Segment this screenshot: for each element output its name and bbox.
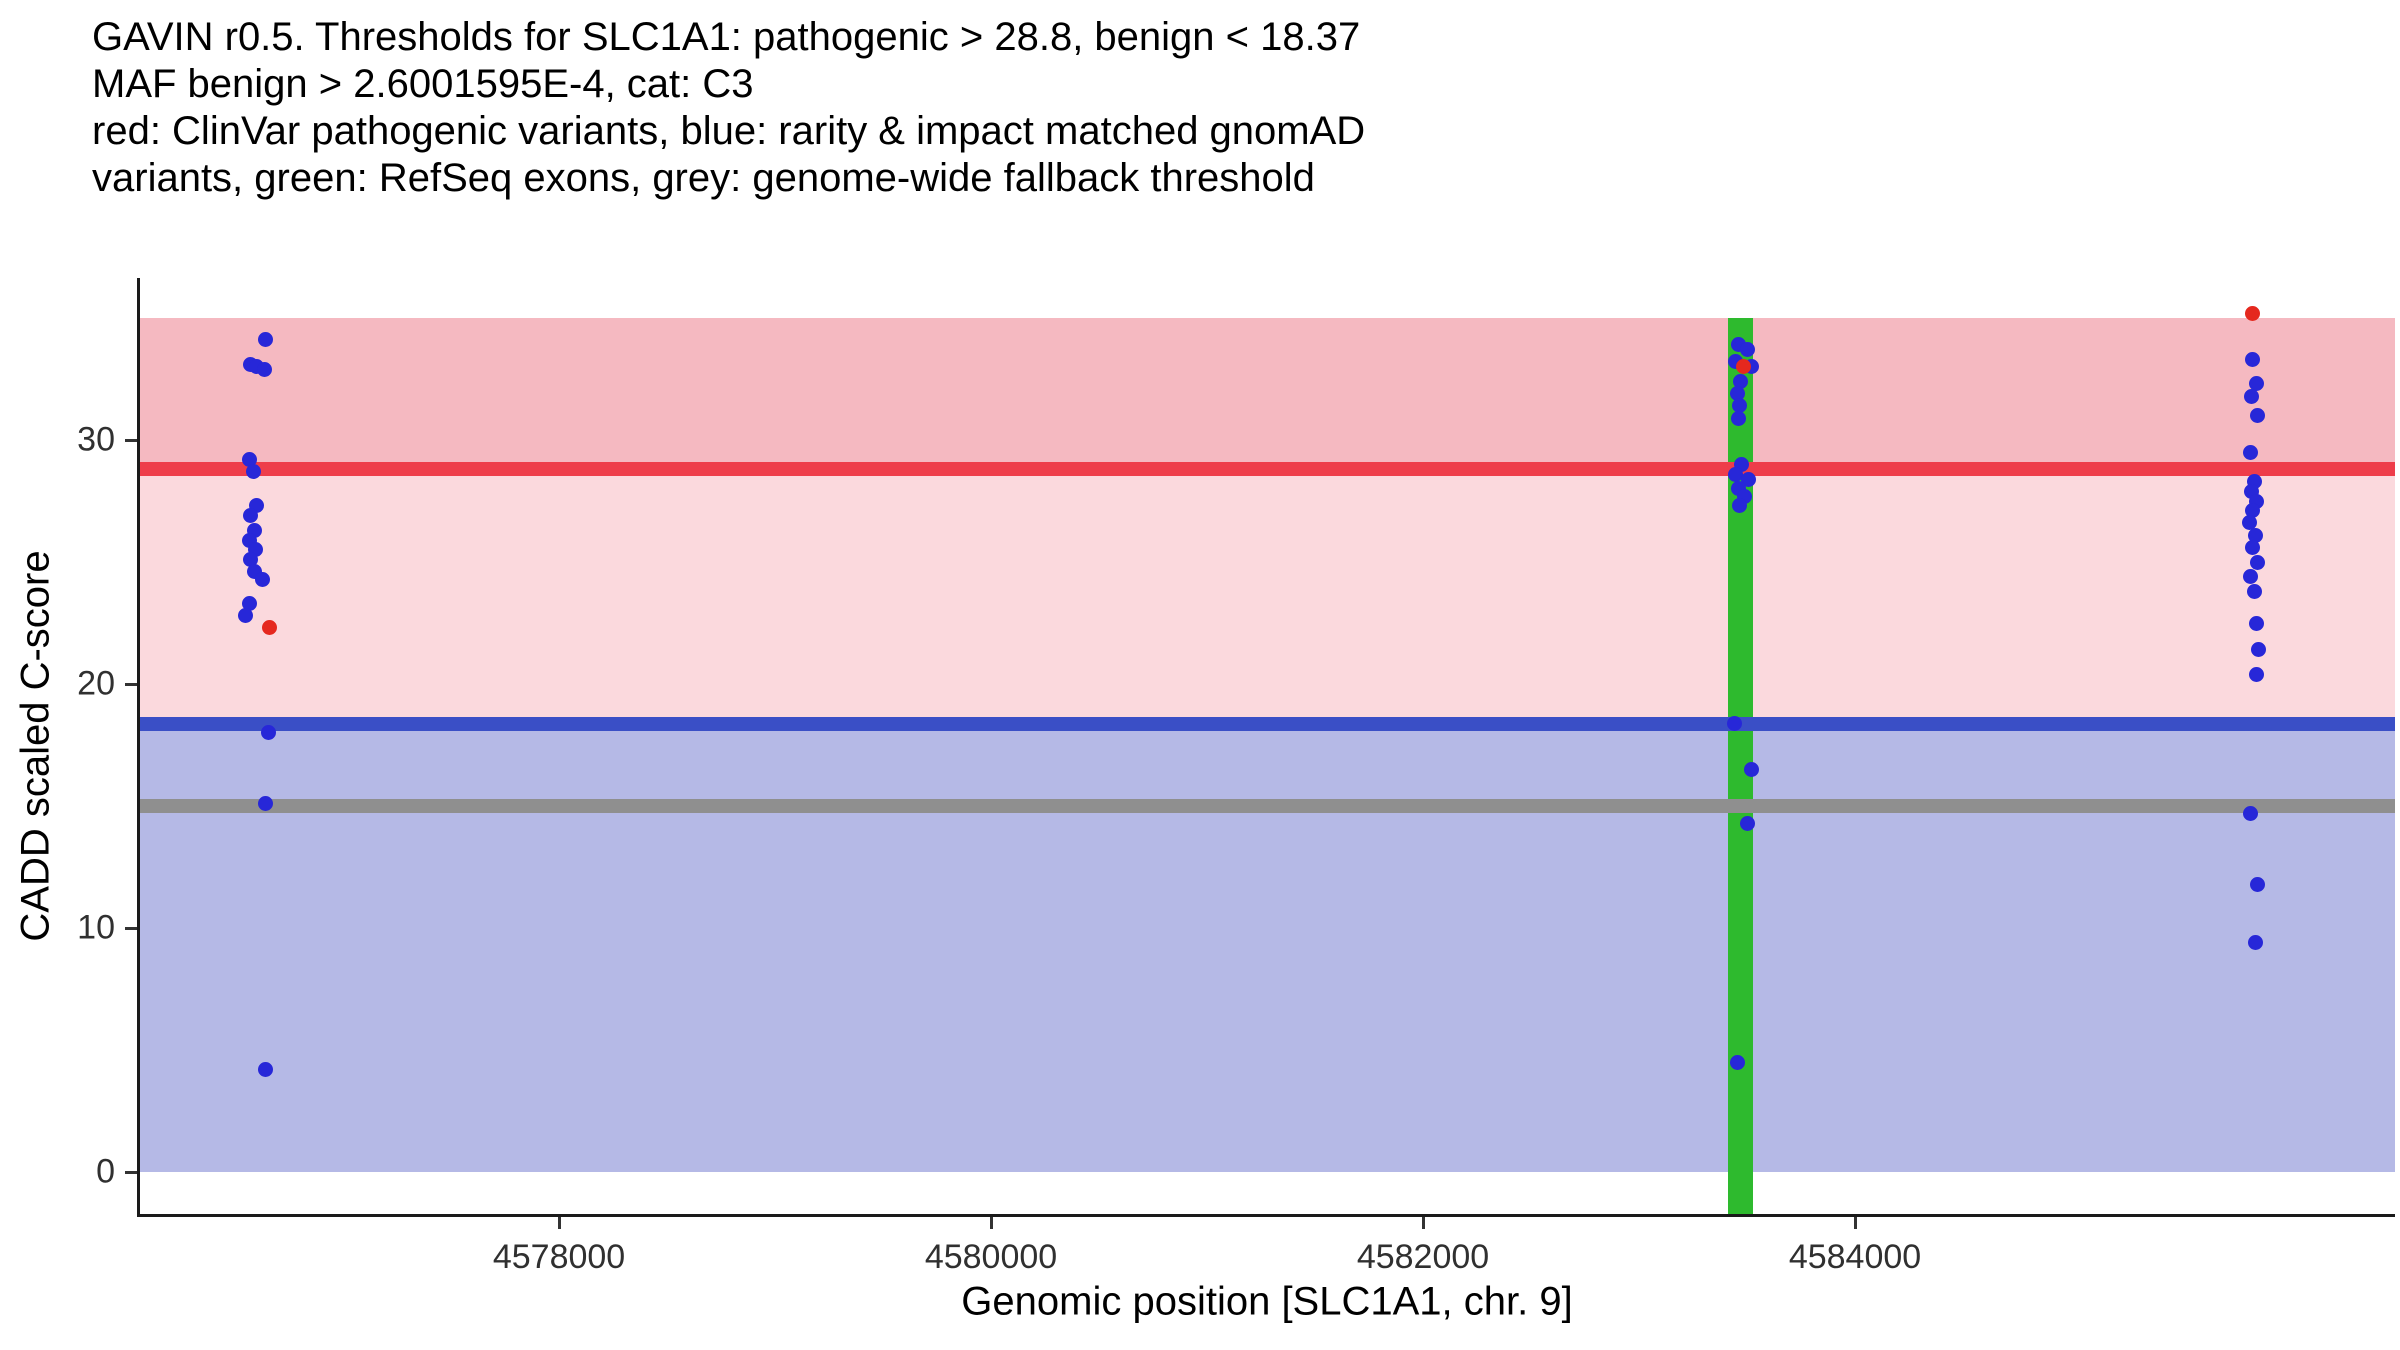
y-tick bbox=[125, 926, 137, 930]
clinvar-pathogenic-variant-dot bbox=[1736, 359, 1752, 375]
gnomad-matched-variant-dot bbox=[2244, 539, 2260, 555]
gnomad-matched-variant-dot bbox=[1729, 1054, 1745, 1070]
gnomad-matched-variant-dot bbox=[1727, 466, 1743, 482]
y-tick-label: 10 bbox=[77, 908, 115, 947]
gnomad-matched-variant-dot bbox=[2247, 935, 2263, 951]
gnomad-matched-variant-dot bbox=[256, 361, 272, 377]
gnomad-matched-variant-dot bbox=[2250, 876, 2266, 892]
y-tick bbox=[125, 1170, 137, 1174]
gnomad-matched-variant-dot bbox=[2248, 615, 2264, 631]
gnomad-matched-variant-dot bbox=[2243, 805, 2259, 821]
y-tick-label: 0 bbox=[96, 1152, 115, 1191]
x-tick-label: 4578000 bbox=[492, 1238, 626, 1276]
gnomad-matched-variant-dot bbox=[1726, 715, 1742, 731]
pathogenic-threshold-line bbox=[140, 462, 2395, 477]
gnomad-matched-variant-dot bbox=[1730, 410, 1746, 426]
gnomad-matched-variant-dot bbox=[1731, 498, 1747, 514]
gnomad-matched-variant-dot bbox=[2250, 642, 2266, 658]
gnomad-matched-variant-dot bbox=[2244, 351, 2260, 367]
y-tick-label: 20 bbox=[77, 664, 115, 703]
gnomad-matched-variant-dot bbox=[2243, 569, 2259, 585]
y-tick-label: 30 bbox=[77, 420, 115, 459]
x-tick bbox=[1421, 1217, 1425, 1229]
gnomad-matched-variant-dot bbox=[242, 508, 258, 524]
x-tick-label: 4584000 bbox=[1788, 1238, 1922, 1276]
gnomad-matched-variant-dot bbox=[241, 596, 257, 611]
x-axis-line bbox=[137, 1214, 2395, 1217]
gnomad-matched-variant-dot bbox=[1743, 761, 1759, 777]
gnomad-matched-variant-dot bbox=[257, 796, 273, 812]
gnomad-matched-variant-dot bbox=[1731, 398, 1747, 414]
benign-threshold-line bbox=[140, 716, 2395, 731]
plot-title-line-3: red: ClinVar pathogenic variants, blue: … bbox=[92, 109, 1366, 153]
gnomad-matched-variant-dot bbox=[2250, 408, 2266, 424]
gnomad-matched-variant-dot bbox=[1739, 342, 1755, 358]
y-tick bbox=[125, 682, 137, 686]
benign-zone bbox=[140, 723, 2395, 1173]
plot-title-line-4: variants, green: RefSeq exons, grey: gen… bbox=[92, 156, 1315, 200]
x-tick bbox=[557, 1217, 561, 1229]
x-tick-label: 4580000 bbox=[924, 1238, 1058, 1276]
gnomad-matched-variant-dot bbox=[2242, 515, 2258, 531]
gnomad-matched-variant-dot bbox=[2247, 583, 2263, 599]
gnomad-matched-variant-dot bbox=[2242, 444, 2258, 460]
gnomad-matched-variant-dot bbox=[257, 332, 273, 348]
genome-wide-fallback-threshold-line bbox=[140, 799, 2395, 814]
x-axis-title: Genomic position [SLC1A1, chr. 9] bbox=[961, 1279, 1573, 1324]
gnomad-matched-variant-dot bbox=[1739, 815, 1755, 831]
clinvar-pathogenic-variant-dot bbox=[262, 620, 278, 636]
gnomad-matched-variant-dot bbox=[2243, 388, 2259, 404]
gnomad-matched-variant-dot bbox=[237, 608, 253, 624]
plot-title-line-1: GAVIN r0.5. Thresholds for SLC1A1: patho… bbox=[92, 15, 1361, 59]
gnomad-matched-variant-dot bbox=[2244, 503, 2260, 519]
gnomad-matched-variant-dot bbox=[261, 725, 277, 741]
intermediate-zone bbox=[140, 469, 2395, 724]
y-axis-line bbox=[137, 278, 140, 1217]
plot-panel bbox=[140, 278, 2395, 1214]
pathogenic-zone bbox=[140, 318, 2395, 470]
gnomad-matched-variant-dot bbox=[254, 571, 270, 587]
gnomad-matched-variant-dot bbox=[2249, 376, 2265, 392]
gnomad-matched-variant-dot bbox=[241, 452, 257, 468]
x-tick-label: 4582000 bbox=[1356, 1238, 1490, 1276]
clinvar-pathogenic-variant-dot bbox=[2244, 305, 2260, 321]
x-tick bbox=[989, 1217, 993, 1229]
gnomad-matched-variant-dot bbox=[2248, 666, 2264, 682]
gnomad-matched-variant-dot bbox=[2248, 527, 2264, 543]
plot-title: GAVIN r0.5. Thresholds for SLC1A1: patho… bbox=[92, 14, 1365, 202]
gnomad-matched-variant-dot bbox=[1733, 373, 1749, 389]
gnomad-matched-variant-dot bbox=[242, 552, 258, 568]
gnomad-matched-variant-dot bbox=[2250, 554, 2266, 570]
y-tick bbox=[125, 438, 137, 442]
plot-title-line-2: MAF benign > 2.6001595E-4, cat: C3 bbox=[92, 62, 754, 106]
gnomad-matched-variant-dot bbox=[257, 1062, 273, 1078]
y-axis-title: CADD scaled C-score bbox=[13, 550, 58, 942]
gnomad-matched-variant-dot bbox=[1729, 386, 1745, 402]
x-tick bbox=[1853, 1217, 1857, 1229]
gnomad-matched-variant-dot bbox=[245, 464, 261, 480]
